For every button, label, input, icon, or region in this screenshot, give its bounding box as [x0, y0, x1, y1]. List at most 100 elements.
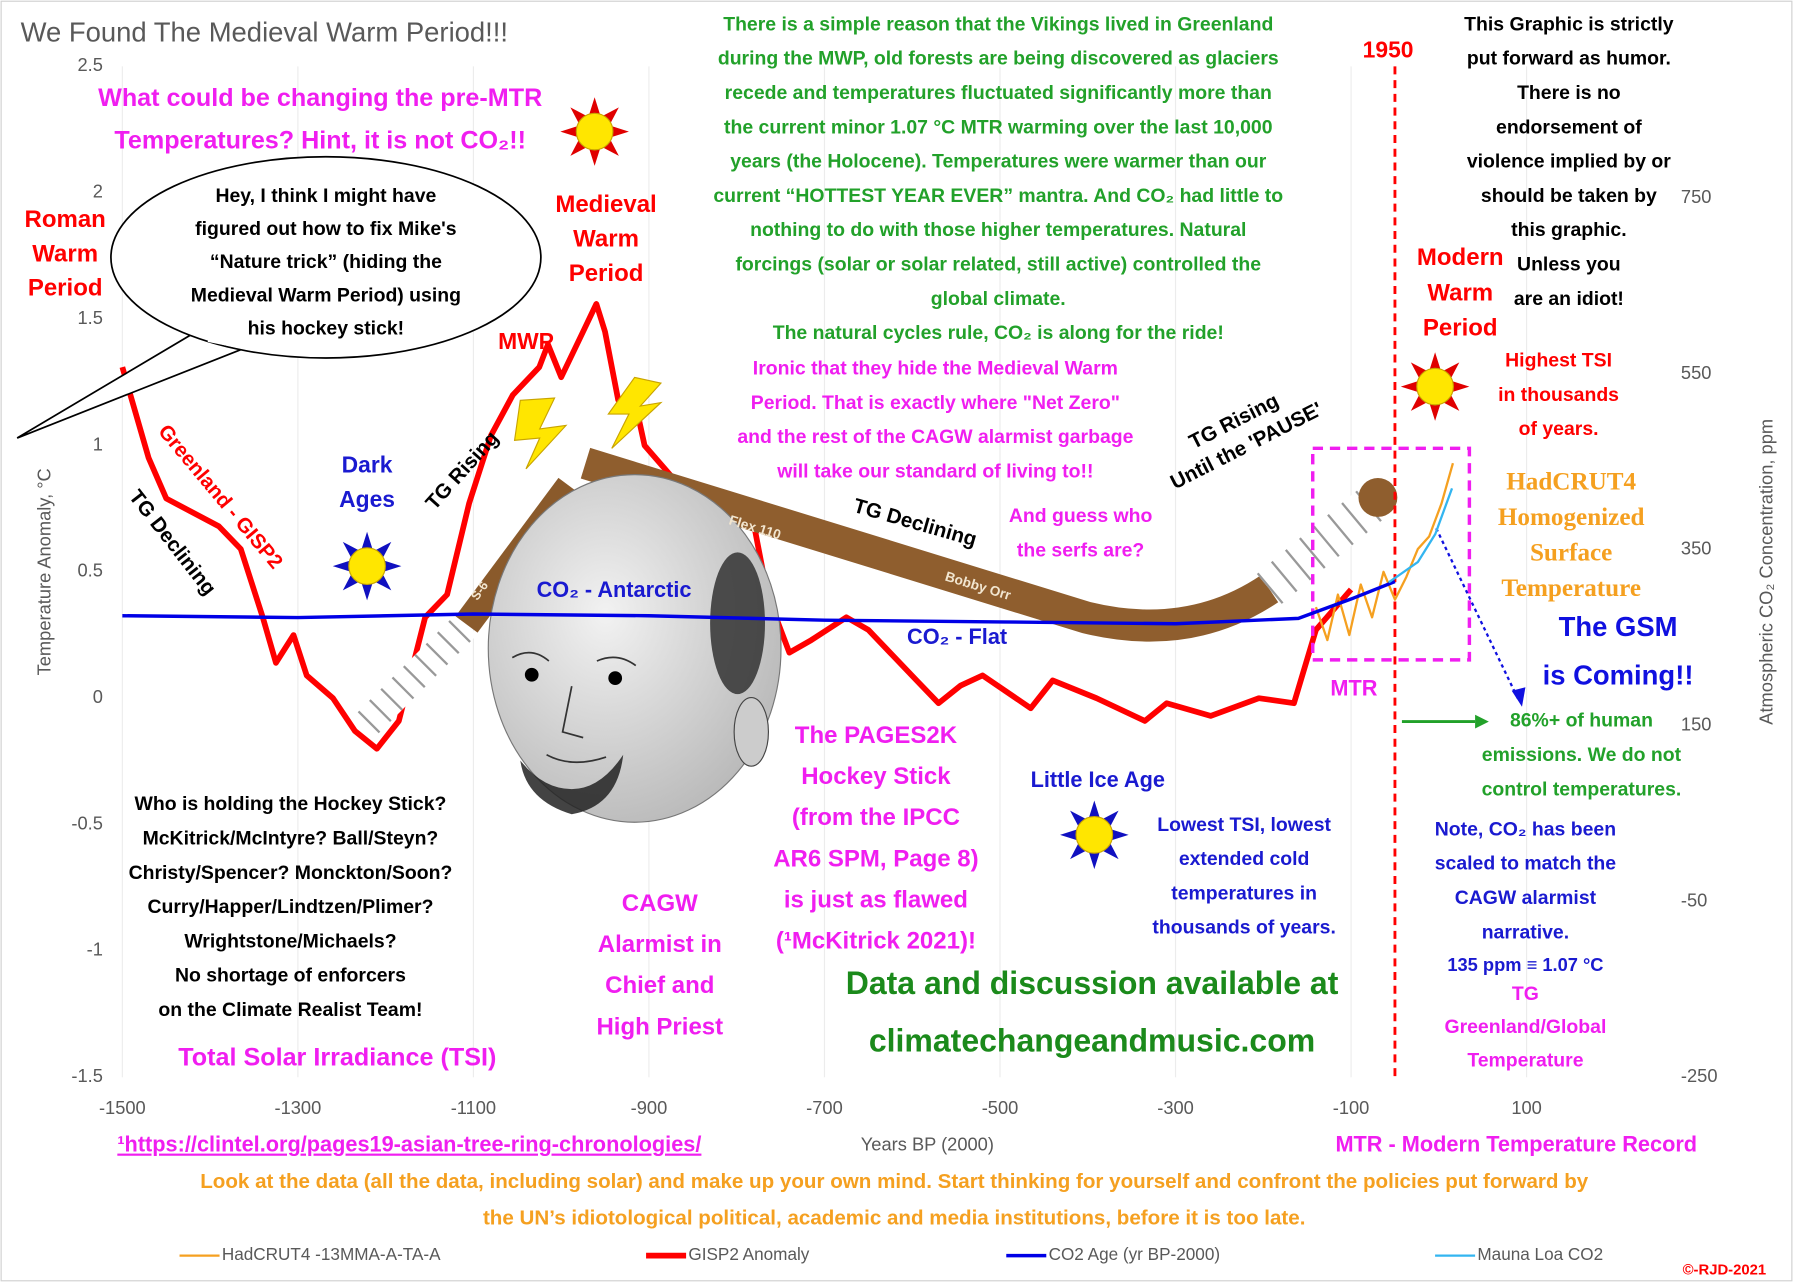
- annotation: 135 ppm ≡ 1.07 °C: [1447, 954, 1603, 975]
- annotation: nothing to do with those higher temperat…: [750, 219, 1246, 241]
- annotation: Period: [1423, 315, 1498, 342]
- annotation: Unless you: [1517, 253, 1621, 275]
- annotation: Medieval: [555, 191, 656, 218]
- annotation: emissions. We do not: [1482, 744, 1682, 766]
- annotation: the current minor 1.07 °C MTR warming ov…: [724, 116, 1273, 138]
- ear: [734, 698, 768, 767]
- annotation: will take our standard of living to!!: [776, 460, 1093, 482]
- annotation: Surface: [1530, 539, 1612, 566]
- annotation: Data and discussion available at: [846, 965, 1339, 1001]
- annotation: endorsement of: [1496, 116, 1642, 138]
- annotation: And guess who: [1009, 505, 1153, 527]
- annotation: Warm: [1427, 279, 1493, 306]
- legend-label: GISP2 Anomaly: [688, 1244, 809, 1264]
- annotation: Curry/Happer/Lindtzen/Plimer?: [147, 896, 433, 918]
- annotation: Little Ice Age: [1031, 767, 1165, 792]
- annotation: his hockey stick!: [248, 318, 405, 340]
- annotation: Hockey Stick: [801, 763, 951, 790]
- annotation: Period. That is exactly where "Net Zero": [751, 392, 1120, 414]
- annotation: CO₂ - Flat: [907, 624, 1007, 649]
- annotation: This Graphic is strictly: [1464, 13, 1674, 35]
- annotation: the UN’s idiotological political, academ…: [483, 1206, 1306, 1229]
- y2-axis-title: Atmospheric CO₂ Concentration, ppm: [1756, 419, 1777, 725]
- y-tick-label: 1: [93, 433, 103, 454]
- annotation: scaled to match the: [1435, 853, 1617, 875]
- y-tick-label: 0: [93, 686, 103, 707]
- annotation: The natural cycles rule, CO₂ is along fo…: [773, 322, 1224, 344]
- annotation: during the MWP, old forests are being di…: [718, 48, 1279, 70]
- annotation: ©-RJD-2021: [1683, 1262, 1767, 1278]
- y-tick-label: 0.5: [77, 560, 102, 581]
- annotation: Dark: [342, 452, 393, 478]
- eye: [608, 671, 622, 685]
- annotation: years (the Holocene). Temperatures were …: [730, 151, 1267, 173]
- x-tick-label: -500: [982, 1097, 1019, 1118]
- annotation: are an idiot!: [1514, 288, 1624, 310]
- annotation: CAGW: [622, 890, 698, 917]
- annotation: Wrightstone/Michaels?: [184, 930, 396, 952]
- hair: [710, 552, 765, 694]
- y-tick-label: -1.5: [71, 1065, 103, 1086]
- y-axis-title: Temperature Anomaly, °C: [34, 468, 55, 675]
- chart-title: We Found The Medieval Warm Period!!!: [21, 17, 508, 48]
- annotation: High Priest: [596, 1013, 723, 1040]
- x-tick-label: -100: [1333, 1097, 1370, 1118]
- annotation: Note, CO₂ has been: [1435, 818, 1616, 840]
- annotation: narrative.: [1482, 921, 1569, 943]
- annotation: CO₂ - Antarctic: [537, 577, 692, 602]
- annotation: extended cold: [1179, 848, 1310, 870]
- annotation: Alarmist in: [598, 931, 722, 958]
- annotation: put forward as humor.: [1467, 48, 1671, 70]
- x-tick-label: -300: [1157, 1097, 1194, 1118]
- annotation: MWP: [498, 328, 554, 354]
- annotation: temperatures in: [1171, 882, 1317, 904]
- y2-tick-label: 350: [1681, 538, 1712, 559]
- annotation: ¹https://clintel.org/pages19-asian-tree-…: [117, 1132, 701, 1157]
- annotation: Highest TSI: [1505, 350, 1612, 372]
- annotation: thousands of years.: [1152, 917, 1335, 939]
- y-tick-label: 1.5: [77, 307, 102, 328]
- annotation: recede and temperatures fluctuated signi…: [725, 82, 1272, 104]
- annotation: (from the IPCC: [792, 804, 960, 831]
- stick-toe: [1358, 478, 1397, 517]
- annotation: There is no: [1517, 82, 1621, 104]
- chart: We Found The Medieval Warm Period!!! Yea…: [0, 0, 1793, 1282]
- x-tick-label: 100: [1511, 1097, 1542, 1118]
- annotation: No shortage of enforcers: [175, 965, 406, 987]
- annotation: Warm: [32, 240, 98, 267]
- annotation: violence implied by or: [1467, 151, 1671, 173]
- annotation: forcings (solar or solar related, still …: [735, 253, 1261, 275]
- annotation: Temperature: [1501, 575, 1641, 602]
- legend-label: Mauna Loa CO2: [1477, 1244, 1603, 1264]
- annotation: The GSM: [1559, 611, 1678, 642]
- annotation: Hey, I think I might have: [215, 185, 436, 207]
- x-axis-title: Years BP (2000): [861, 1134, 994, 1155]
- x-tick-label: -1100: [451, 1097, 496, 1118]
- annotation: Lowest TSI, lowest: [1157, 814, 1331, 836]
- annotation: MTR: [1330, 675, 1377, 700]
- sun: [1417, 368, 1454, 405]
- annotation: Ironic that they hide the Medieval Warm: [753, 358, 1118, 380]
- reference-label: 1950: [1363, 37, 1414, 63]
- x-tick-label: -700: [806, 1097, 843, 1118]
- y-tick-label: 2.5: [77, 54, 102, 75]
- annotation: global climate.: [931, 288, 1066, 310]
- annotation: control temperatures.: [1482, 778, 1682, 800]
- x-tick-label: -1500: [99, 1097, 146, 1118]
- y-tick-label: 2: [93, 181, 103, 202]
- annotation: 86%+ of human: [1510, 710, 1653, 732]
- annotation: Total Solar Irradiance (TSI): [178, 1044, 496, 1072]
- annotation: Period: [28, 275, 103, 302]
- annotation: and the rest of the CAGW alarmist garbag…: [737, 426, 1133, 448]
- annotation: in thousands: [1498, 384, 1619, 406]
- annotation: Ages: [339, 486, 395, 512]
- annotation: Modern: [1417, 244, 1504, 271]
- annotation: Warm: [573, 226, 639, 253]
- annotation: figured out how to fix Mike's: [195, 218, 456, 240]
- annotation: There is a simple reason that the Viking…: [723, 13, 1273, 35]
- annotation: HadCRUT4: [1506, 469, 1636, 496]
- y-tick-label: -1: [87, 939, 103, 960]
- annotation: this graphic.: [1511, 219, 1626, 241]
- annotation: Homogenized: [1498, 504, 1645, 531]
- annotation: What could be changing the pre-MTR: [98, 84, 542, 112]
